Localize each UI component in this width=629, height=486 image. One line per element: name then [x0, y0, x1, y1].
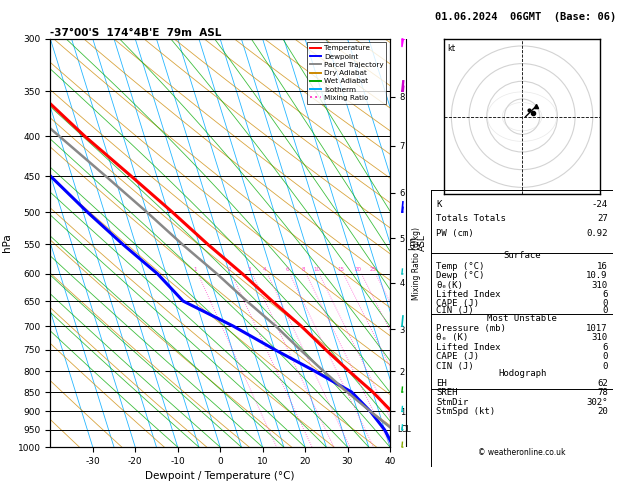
Text: 27: 27: [597, 214, 608, 223]
Text: CIN (J): CIN (J): [437, 306, 474, 315]
Text: 20: 20: [597, 407, 608, 416]
Text: 0: 0: [603, 299, 608, 309]
Text: 310: 310: [592, 280, 608, 290]
Text: 0.92: 0.92: [586, 229, 608, 238]
Text: StmDir: StmDir: [437, 398, 469, 407]
Text: Surface: Surface: [503, 251, 541, 260]
Legend: Temperature, Dewpoint, Parcel Trajectory, Dry Adiabat, Wet Adiabat, Isotherm, Mi: Temperature, Dewpoint, Parcel Trajectory…: [307, 42, 386, 104]
Text: 4: 4: [263, 267, 267, 273]
Polygon shape: [402, 31, 403, 47]
Text: -24: -24: [592, 200, 608, 209]
Text: 0: 0: [603, 352, 608, 361]
Text: 20: 20: [355, 267, 362, 273]
Text: Lifted Index: Lifted Index: [437, 343, 501, 352]
Text: 0: 0: [603, 306, 608, 315]
X-axis label: Dewpoint / Temperature (°C): Dewpoint / Temperature (°C): [145, 471, 295, 482]
Text: 10.9: 10.9: [586, 271, 608, 280]
Text: Temp (°C): Temp (°C): [437, 262, 485, 271]
Text: θₑ (K): θₑ (K): [437, 333, 469, 342]
Text: EH: EH: [437, 379, 447, 388]
Text: 01.06.2024  06GMT  (Base: 06): 01.06.2024 06GMT (Base: 06): [435, 12, 616, 22]
Text: 2: 2: [227, 267, 231, 273]
Text: © weatheronline.co.uk: © weatheronline.co.uk: [478, 448, 566, 457]
Text: 0: 0: [603, 362, 608, 370]
Text: 78: 78: [597, 388, 608, 398]
Text: 6: 6: [603, 343, 608, 352]
Text: -37°00'S  174°4B'E  79m  ASL: -37°00'S 174°4B'E 79m ASL: [50, 28, 221, 38]
Text: 25: 25: [369, 267, 376, 273]
Text: 10: 10: [313, 267, 320, 273]
Text: Most Unstable: Most Unstable: [487, 314, 557, 323]
Text: K: K: [437, 200, 442, 209]
Text: Dewp (°C): Dewp (°C): [437, 271, 485, 280]
Text: 302°: 302°: [586, 398, 608, 407]
Text: StmSpd (kt): StmSpd (kt): [437, 407, 496, 416]
Text: Totals Totals: Totals Totals: [437, 214, 506, 223]
Text: Hodograph: Hodograph: [498, 369, 546, 378]
Text: Pressure (mb): Pressure (mb): [437, 324, 506, 332]
Text: 15: 15: [337, 267, 344, 273]
Text: Lifted Index: Lifted Index: [437, 290, 501, 299]
Text: Mixing Ratio (g/kg): Mixing Ratio (g/kg): [412, 227, 421, 300]
Text: 62: 62: [597, 379, 608, 388]
Text: θₑ(K): θₑ(K): [437, 280, 463, 290]
Text: 3: 3: [248, 267, 252, 273]
Text: PW (cm): PW (cm): [437, 229, 474, 238]
Text: LCL: LCL: [397, 425, 411, 434]
Text: 310: 310: [592, 333, 608, 342]
Text: 1: 1: [194, 267, 198, 273]
Y-axis label: km
ASL: km ASL: [408, 235, 427, 251]
Text: CAPE (J): CAPE (J): [437, 299, 479, 309]
Text: SREH: SREH: [437, 388, 458, 398]
Text: CAPE (J): CAPE (J): [437, 352, 479, 361]
Text: kt: kt: [447, 44, 455, 52]
Text: 6: 6: [286, 267, 289, 273]
Text: 8: 8: [302, 267, 305, 273]
Y-axis label: hPa: hPa: [2, 234, 12, 252]
Text: 16: 16: [597, 262, 608, 271]
Text: CIN (J): CIN (J): [437, 362, 474, 370]
Text: 6: 6: [603, 290, 608, 299]
Text: 1017: 1017: [586, 324, 608, 332]
